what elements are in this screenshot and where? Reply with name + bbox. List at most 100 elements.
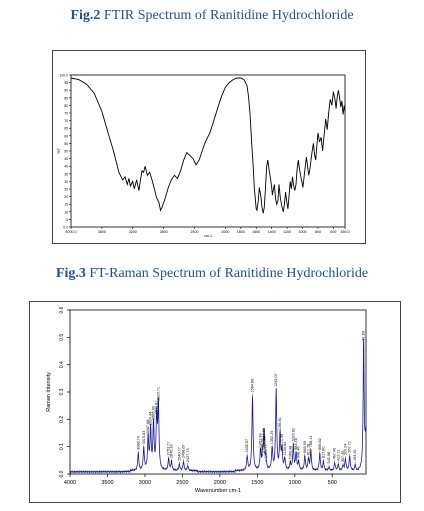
peak-label: 542.98 xyxy=(327,452,331,464)
y-tick-label: 100.0 xyxy=(60,74,69,78)
y-tick-label: 40 xyxy=(64,165,68,169)
x-tick-label: 500 xyxy=(328,480,337,486)
x-tick-label: 450.0 xyxy=(341,230,350,234)
raman-chart: 0.0 0.1 0.2 0.3 0.4 0.5 0.6 4000 3500 3000 2500 200… xyxy=(46,306,367,494)
peak-label: 81.69 xyxy=(362,331,366,341)
peak-label: 1020.62 xyxy=(291,428,295,442)
y-tick-label: 5 xyxy=(66,218,68,222)
y-tick-label: 95 xyxy=(64,81,68,85)
peak-label: 2540.77 xyxy=(177,447,181,461)
peak-label: 617.80 xyxy=(321,446,325,458)
peak-label: 3088.74 xyxy=(136,436,140,450)
ftir-chart: 0.0 5 10 15 20 25 30 35 40 45 50 55 60 65 70 75 80 85 90 95… xyxy=(56,74,350,239)
y-tick-label: 30 xyxy=(64,180,68,184)
figure-3-title: FT-Raman Spectrum of Ranitidine Hydrochl… xyxy=(89,266,369,281)
peak-label: 357.45 xyxy=(341,451,345,463)
peak-label: 1133.84 xyxy=(283,442,287,455)
x-axis-label: cm-1 xyxy=(204,234,212,238)
x-axis-label: Wavenumber cm-1 xyxy=(195,488,241,494)
y-tick-label: 15 xyxy=(64,203,68,207)
y-tick-label: 0.3 xyxy=(59,388,65,395)
peak-label: 666.62 xyxy=(318,438,322,450)
peak-label: 2843.81 xyxy=(155,401,159,415)
x-tick-label: 4000.0 xyxy=(66,230,77,234)
x-tick-label: 2800 xyxy=(160,230,168,234)
y-tick-label: 60 xyxy=(64,134,68,138)
y-tick-label: 75 xyxy=(64,112,68,116)
figure-2-title: FTIR Spectrum of Ranitidine Hydrochlorid… xyxy=(103,8,354,23)
peak-label: 1302.29 xyxy=(270,431,274,445)
y-tick-label: 80 xyxy=(64,104,68,108)
raman-spectrum-line xyxy=(69,338,367,474)
y-tick-label: 10 xyxy=(64,210,68,214)
y-tick-label: 90 xyxy=(64,89,68,93)
raman-chart-frame: 0.0 0.1 0.2 0.3 0.4 0.5 0.6 4000 3500 3000 2500 200… xyxy=(29,301,401,503)
x-tick-label: 2000 xyxy=(214,480,226,486)
y-axis-label: Raman Intensity xyxy=(46,372,52,412)
y-tick-label: 0.6 xyxy=(59,306,65,313)
y-tick-label: 20 xyxy=(64,195,68,199)
peak-label: 2820.71 xyxy=(156,387,160,401)
y-tick-label: 0.0 xyxy=(63,226,68,230)
peak-label: 1196.81 xyxy=(278,417,282,430)
peak-label: 2753.77 xyxy=(167,442,171,456)
y-tick-label: 0.5 xyxy=(59,334,65,341)
y-tick-label: 45 xyxy=(64,157,68,161)
figure-3-caption: Fig.3 FT-Raman Spectrum of Ranitidine Hy… xyxy=(0,266,424,282)
peak-label: 1564.89 xyxy=(250,379,254,393)
peak-label: 1406.88 xyxy=(262,436,266,450)
x-tick-label: 1000 xyxy=(299,230,307,234)
figure-2-label: Fig.2 xyxy=(70,8,101,23)
y-tick-label: 85 xyxy=(64,96,68,100)
y-tick-label: 0.1 xyxy=(59,443,65,450)
peak-label: 2924.64 xyxy=(149,412,153,426)
peak-label: 1249.07 xyxy=(274,373,278,387)
x-tick-label: 1200 xyxy=(283,230,291,234)
peak-label: 817.76 xyxy=(306,444,310,456)
x-tick-label: 3200 xyxy=(129,230,137,234)
x-tick-label: 2000 xyxy=(221,230,229,234)
x-tick-label: 2400 xyxy=(190,230,198,234)
y-tick-label: 50 xyxy=(64,150,68,154)
x-tick-label: 1500 xyxy=(251,480,263,486)
peak-label: 865.99 xyxy=(303,441,307,453)
peak-label: 1430.10 xyxy=(261,439,265,453)
x-tick-label: 4000 xyxy=(64,480,76,486)
peak-label: 1635.57 xyxy=(245,439,249,453)
peak-label: 2885.90 xyxy=(151,406,155,420)
y-axis-label: %T xyxy=(56,147,61,154)
peak-label: 2427.73 xyxy=(186,448,190,462)
peak-label: 422.11 xyxy=(336,449,340,460)
peak-label: 1457.98 xyxy=(258,433,262,447)
peak-label: 3015.63 xyxy=(142,431,146,445)
y-tick-label: 70 xyxy=(64,119,68,123)
y-tick-label: 65 xyxy=(64,127,68,131)
peak-label: 3067.58 xyxy=(146,420,150,434)
ftir-spectrum-line xyxy=(70,77,346,214)
peak-label: 467.40 xyxy=(333,448,337,460)
figure-2-caption: Fig.2 FTIR Spectrum of Ranitidine Hydroc… xyxy=(0,8,424,24)
peak-label: 194.61 xyxy=(353,449,357,461)
peak-label: 1060.48 xyxy=(288,446,292,460)
peak-label: 2498.67 xyxy=(181,444,185,458)
plot-area xyxy=(70,74,346,228)
peak-label: 1385.77 xyxy=(264,444,268,458)
x-tick-label: 3500 xyxy=(101,480,113,486)
peak-label: 2645.33 xyxy=(170,444,174,458)
x-tick-label: 1800 xyxy=(237,230,245,234)
ftir-chart-frame: 0.0 5 10 15 20 25 30 35 40 45 50 55 60 65 70 75 80 85 90 95… xyxy=(52,50,366,244)
figure-3-label: Fig.3 xyxy=(55,266,86,281)
peak-label: 1171.39 xyxy=(280,434,284,447)
y-tick-label: 0.0 xyxy=(59,470,65,477)
x-tick-label: 800 xyxy=(315,230,321,234)
y-tick-label: 0.2 xyxy=(59,416,65,423)
x-tick-label: 2500 xyxy=(176,480,188,486)
x-tick-label: 1600 xyxy=(252,230,260,234)
x-tick-label: 600 xyxy=(330,230,336,234)
peak-label: 1412.66 xyxy=(262,428,266,442)
peak-label: 267.71 xyxy=(348,441,352,453)
x-tick-label: 1000 xyxy=(289,480,301,486)
peak-label: 324.24 xyxy=(343,444,347,456)
y-tick-label: 0.4 xyxy=(59,361,65,368)
y-tick-label: 55 xyxy=(64,142,68,146)
